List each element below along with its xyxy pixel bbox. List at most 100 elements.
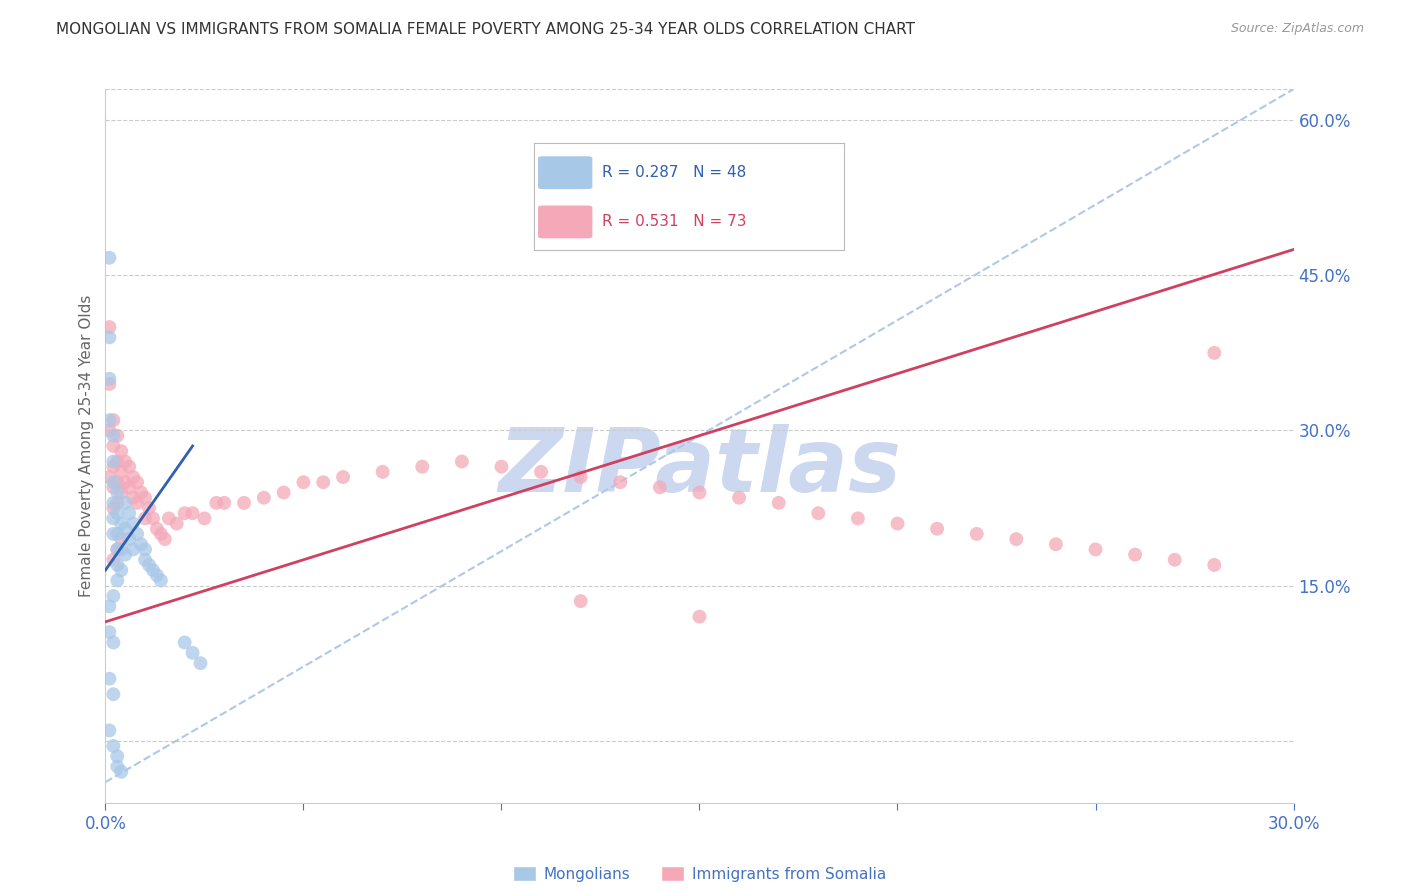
Point — [110, 542, 132, 557]
Point — [105, 428, 128, 442]
Point — [103, 501, 125, 516]
Point — [689, 609, 711, 624]
Text: R = 0.531   N = 73: R = 0.531 N = 73 — [602, 214, 747, 229]
Point — [134, 542, 156, 557]
Point — [925, 522, 948, 536]
Point — [569, 594, 592, 608]
Text: ZIPatlas: ZIPatlas — [498, 424, 901, 511]
Point — [129, 537, 152, 551]
Point — [98, 376, 121, 391]
Point — [233, 496, 256, 510]
Point — [122, 516, 145, 531]
Point — [103, 589, 125, 603]
Point — [118, 459, 141, 474]
Point — [105, 749, 128, 764]
Point — [142, 511, 165, 525]
Point — [103, 635, 125, 649]
Point — [103, 454, 125, 468]
Point — [114, 522, 136, 536]
Point — [205, 496, 228, 510]
Point — [98, 330, 121, 344]
Point — [153, 532, 176, 546]
Point — [98, 251, 121, 265]
Point — [103, 459, 125, 474]
Point — [689, 485, 711, 500]
Point — [146, 522, 169, 536]
Point — [98, 320, 121, 334]
Point — [103, 511, 125, 525]
Point — [1204, 558, 1226, 572]
Point — [105, 574, 128, 588]
Point — [118, 532, 141, 546]
Point — [312, 475, 335, 490]
FancyBboxPatch shape — [537, 205, 593, 239]
Point — [181, 506, 204, 520]
Point — [110, 764, 132, 779]
Point — [103, 553, 125, 567]
Point — [134, 553, 156, 567]
Point — [127, 496, 149, 510]
Point — [193, 511, 215, 525]
Point — [491, 459, 513, 474]
Point — [846, 511, 869, 525]
Point — [134, 511, 156, 525]
Point — [450, 454, 472, 468]
Point — [105, 485, 128, 500]
Point — [98, 424, 121, 438]
Y-axis label: Female Poverty Among 25-34 Year Olds: Female Poverty Among 25-34 Year Olds — [79, 295, 94, 597]
Point — [127, 475, 149, 490]
Point — [114, 548, 136, 562]
Point — [110, 516, 132, 531]
Point — [110, 465, 132, 479]
Point — [648, 480, 671, 494]
Point — [253, 491, 276, 505]
Point — [1204, 346, 1226, 360]
Text: Source: ZipAtlas.com: Source: ZipAtlas.com — [1230, 22, 1364, 36]
Point — [110, 563, 132, 577]
Point — [181, 646, 204, 660]
Point — [103, 527, 125, 541]
Point — [110, 485, 132, 500]
Point — [105, 475, 128, 490]
Point — [105, 558, 128, 572]
Point — [371, 465, 394, 479]
Point — [728, 491, 751, 505]
Point — [98, 723, 121, 738]
Point — [173, 506, 195, 520]
Point — [105, 527, 128, 541]
Point — [1045, 537, 1067, 551]
Point — [114, 496, 136, 510]
Point — [98, 599, 121, 614]
Point — [129, 485, 152, 500]
Point — [103, 413, 125, 427]
Point — [105, 496, 128, 510]
Point — [292, 475, 315, 490]
Point — [966, 527, 988, 541]
Point — [105, 759, 128, 773]
Point — [166, 516, 188, 531]
Point — [214, 496, 236, 510]
Point — [127, 527, 149, 541]
Point — [149, 527, 172, 541]
Point — [98, 470, 121, 484]
Point — [110, 444, 132, 458]
Point — [1005, 532, 1028, 546]
Point — [1084, 542, 1107, 557]
Point — [530, 465, 553, 479]
Point — [98, 625, 121, 640]
Point — [886, 516, 908, 531]
Point — [103, 439, 125, 453]
Point — [105, 542, 128, 557]
Point — [103, 739, 125, 753]
Point — [110, 532, 132, 546]
Point — [103, 687, 125, 701]
Point — [1123, 548, 1146, 562]
Point — [118, 480, 141, 494]
Legend: Mongolians, Immigrants from Somalia: Mongolians, Immigrants from Somalia — [508, 860, 891, 888]
Point — [768, 496, 790, 510]
Point — [138, 501, 160, 516]
Point — [569, 470, 592, 484]
Point — [1164, 553, 1187, 567]
Point — [105, 506, 128, 520]
Point — [103, 496, 125, 510]
